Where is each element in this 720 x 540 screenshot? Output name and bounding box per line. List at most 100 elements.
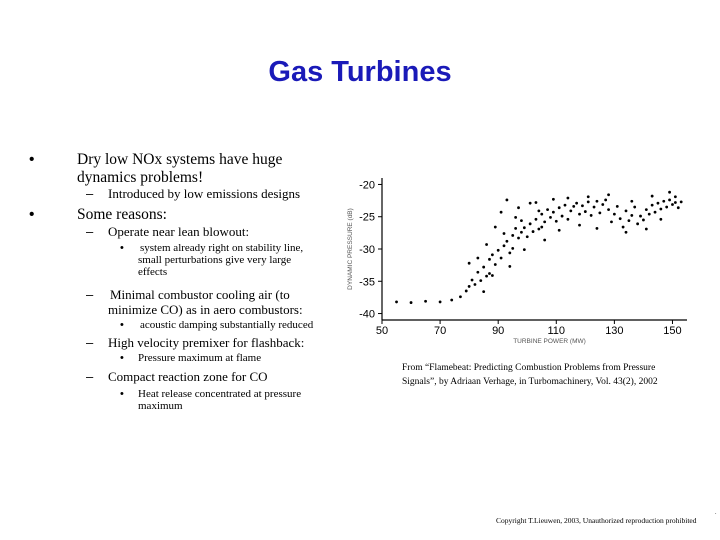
- data-point: [586, 195, 590, 199]
- detail-text: acoustic damping substantially reduced: [140, 319, 314, 331]
- data-point: [578, 223, 581, 227]
- data-point: [668, 198, 671, 202]
- data-point: [592, 205, 596, 209]
- small-bullet-marker: •: [120, 319, 124, 331]
- dash-marker: –: [86, 369, 94, 384]
- detail-text: effects: [138, 266, 168, 278]
- data-point: [636, 222, 640, 226]
- data-point: [615, 205, 619, 208]
- data-point: [549, 215, 552, 219]
- data-point: [517, 206, 520, 210]
- bullet-text: Some reasons:: [77, 206, 167, 223]
- detail-text: system already right on stability line,: [140, 242, 304, 254]
- data-point: [520, 230, 523, 234]
- data-point: [528, 201, 532, 205]
- data-point: [514, 226, 518, 230]
- dash-marker: –: [86, 287, 94, 302]
- data-point: [557, 206, 561, 210]
- data-point: [517, 236, 520, 240]
- data-point: [673, 195, 677, 199]
- detail-text: Pressure maximum at flame: [138, 352, 262, 364]
- data-point: [647, 212, 651, 216]
- caption-line: From “Flamebeat: Predicting Combustion P…: [402, 363, 656, 373]
- data-point: [505, 239, 509, 243]
- data-point: [618, 217, 622, 221]
- data-point: [569, 209, 573, 213]
- data-point: [540, 225, 544, 229]
- data-point: [479, 279, 483, 283]
- data-point: [467, 285, 471, 288]
- caption-line: Signals”, by Adriaan Verhage, in Turboma…: [402, 377, 658, 387]
- data-point: [537, 227, 541, 231]
- data-point: [534, 217, 538, 221]
- data-point: [546, 208, 549, 212]
- data-point: [630, 199, 634, 203]
- x-tick-label: 110: [548, 325, 566, 337]
- data-point: [493, 225, 497, 229]
- data-point: [563, 203, 567, 207]
- data-point: [601, 203, 605, 206]
- sub-bullet-text: Operate near lean blowout:: [108, 224, 250, 239]
- data-point: [490, 253, 494, 257]
- data-point: [627, 219, 631, 222]
- data-point: [566, 196, 570, 200]
- data-point: [551, 210, 555, 214]
- detail-text: Heat release concentrated at pressure: [138, 388, 302, 400]
- y-tick-label: -20: [359, 179, 375, 191]
- data-point: [676, 206, 680, 210]
- bullet-marker: •: [29, 151, 35, 168]
- data-point: [598, 211, 602, 215]
- copyright-notice: Copyright T.Lieuwen, 2003, Unauthorized …: [496, 516, 697, 525]
- detail-text: maximum: [138, 400, 183, 412]
- data-point: [528, 222, 532, 226]
- detail-text: small perturbations give very large: [138, 254, 292, 266]
- data-point: [520, 219, 523, 222]
- data-point: [595, 199, 599, 203]
- data-point: [505, 198, 509, 202]
- sub-bullet-text: minimize CO) as in aero combustors:: [108, 302, 303, 317]
- bullet-marker: •: [29, 206, 35, 223]
- data-point: [659, 217, 663, 221]
- data-point: [502, 244, 506, 248]
- data-point: [511, 234, 515, 237]
- dash-marker: –: [86, 335, 94, 350]
- data-point: [476, 270, 480, 274]
- data-point: [583, 210, 587, 213]
- data-point: [650, 203, 654, 207]
- corner-mark: .: [715, 510, 717, 516]
- data-point: [644, 227, 648, 231]
- sub-bullet-text: High velocity premixer for flashback:: [108, 335, 305, 350]
- data-point: [595, 226, 599, 230]
- data-point: [499, 256, 503, 260]
- data-point: [610, 220, 613, 224]
- data-point: [650, 194, 654, 198]
- data-point: [560, 214, 564, 218]
- x-tick-label: 90: [492, 325, 504, 337]
- data-point: [467, 261, 471, 265]
- data-point: [679, 200, 683, 204]
- data-point: [476, 256, 480, 260]
- data-point: [572, 205, 576, 208]
- y-tick-label: -35: [359, 276, 375, 288]
- data-point: [566, 217, 570, 221]
- data-point: [424, 299, 427, 303]
- data-point: [490, 274, 494, 277]
- data-point: [537, 209, 541, 213]
- data-point: [578, 212, 581, 216]
- dash-marker: –: [86, 224, 94, 239]
- data-point: [604, 198, 608, 202]
- data-point: [581, 204, 584, 208]
- data-point: [485, 243, 488, 246]
- data-point: [514, 215, 518, 219]
- data-point: [508, 265, 512, 268]
- data-point: [621, 225, 625, 229]
- data-point: [543, 220, 547, 224]
- data-point: [642, 218, 645, 222]
- data-point: [673, 201, 677, 204]
- y-tick-label: -25: [359, 212, 375, 224]
- data-point: [624, 230, 628, 234]
- data-point: [522, 248, 526, 252]
- data-point: [551, 197, 555, 201]
- data-point: [554, 219, 558, 223]
